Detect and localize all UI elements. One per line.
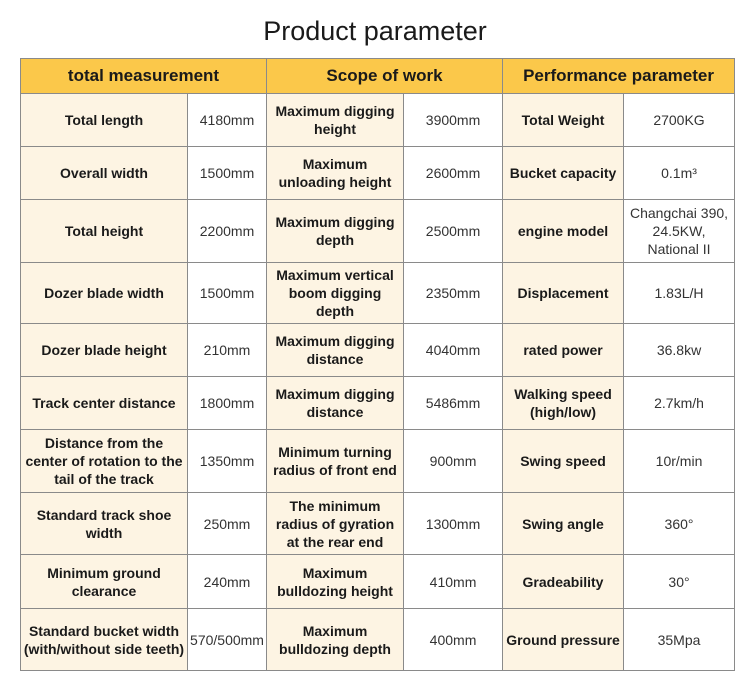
work-scope-value: 1300mm [403,492,504,555]
header-scope-of-work: Scope of work [266,58,504,94]
performance-label: Walking speed (high/low) [502,376,625,430]
measurement-value: 210mm [186,323,268,377]
measurement-label: Total height [20,199,188,263]
performance-value: 1.83L/H [623,262,736,324]
work-scope-value: 400mm [403,608,504,671]
measurement-label: Overall width [20,146,188,200]
measurement-label: Standard bucket width (with/without side… [20,608,188,671]
table-row: Track center distance 1800mm Maximum diggi… [20,376,736,430]
work-scope-value: 3900mm [403,93,504,147]
measurement-label: Distance from the center of rotation to … [20,429,188,493]
performance-label: rated power [502,323,625,377]
performance-value: 10r/min [623,429,736,493]
work-scope-label: Maximum digging distance [266,376,405,430]
work-scope-value: 410mm [403,554,504,609]
table-row: Dozer blade width 1500mm Maximum vertical … [20,262,736,324]
performance-value: 35Mpa [623,608,736,671]
performance-label: Swing speed [502,429,625,493]
performance-value: 2.7km/h [623,376,736,430]
performance-value: Changchai 390, 24.5KW, National II [623,199,736,263]
measurement-value: 240mm [186,554,268,609]
measurement-label: Standard track shoe width [20,492,188,555]
work-scope-label: Minimum turning radius of front end [266,429,405,493]
measurement-value: 4180mm [186,93,268,147]
measurement-label: Dozer blade height [20,323,188,377]
table-row: Overall width 1500mm Maximum unloading hei… [20,146,736,200]
measurement-value: 1800mm [186,376,268,430]
work-scope-label: The minimum radius of gyration at the re… [266,492,405,555]
table-row: Total height 2200mm Maximum digging depth 2… [20,199,736,263]
work-scope-value: 2500mm [403,199,504,263]
work-scope-label: Maximum digging distance [266,323,405,377]
measurement-value: 570/500mm [186,608,268,671]
header-row: total measurement Scope of work Performa… [19,58,736,94]
work-scope-value: 2600mm [403,146,504,200]
performance-value: 360° [623,492,736,555]
measurement-label: Track center distance [20,376,188,430]
performance-value: 36.8kw [623,323,736,377]
table-row: Standard bucket width (with/without side… [20,608,736,671]
performance-label: Total Weight [502,93,625,147]
table-row: Standard track shoe width 250mm The minimu… [20,492,736,555]
measurement-label: Dozer blade width [20,262,188,324]
measurement-value: 250mm [186,492,268,555]
measurement-value: 2200mm [186,199,268,263]
work-scope-label: Maximum unloading height [266,146,405,200]
work-scope-label: Maximum bulldozing depth [266,608,405,671]
header-total-measurement: total measurement [19,58,268,94]
work-scope-label: Maximum digging height [266,93,405,147]
table-row: Total length 4180mm Maximum digging height… [20,93,736,147]
table-row: Distance from the center of rotation to … [20,429,736,493]
page-title: Product parameter [263,16,487,46]
performance-label: Displacement [502,262,625,324]
measurement-label: Total length [20,93,188,147]
table-row: Dozer blade height 210mm Maximum digging d… [20,323,736,377]
work-scope-value: 4040mm [403,323,504,377]
header-performance-parameter: Performance parameter [502,58,736,94]
work-scope-value: 900mm [403,429,504,493]
performance-value: 0.1m³ [623,146,736,200]
work-scope-value: 2350mm [403,262,504,324]
measurement-value: 1350mm [186,429,268,493]
performance-label: Gradeability [502,554,625,609]
work-scope-label: Maximum digging depth [266,199,405,263]
measurement-value: 1500mm [186,146,268,200]
measurement-label: Minimum ground clearance [20,554,188,609]
performance-label: Swing angle [502,492,625,555]
work-scope-label: Maximum vertical boom digging depth [266,262,405,324]
performance-label: Ground pressure [502,608,625,671]
work-scope-value: 5486mm [403,376,504,430]
parameter-table: total measurement Scope of work Performa… [19,58,736,671]
performance-value: 2700KG [623,93,736,147]
performance-label: engine model [502,199,625,263]
table-row: Minimum ground clearance 240mm Maximum bul… [20,554,736,609]
performance-value: 30° [623,554,736,609]
measurement-value: 1500mm [186,262,268,324]
performance-label: Bucket capacity [502,146,625,200]
work-scope-label: Maximum bulldozing height [266,554,405,609]
